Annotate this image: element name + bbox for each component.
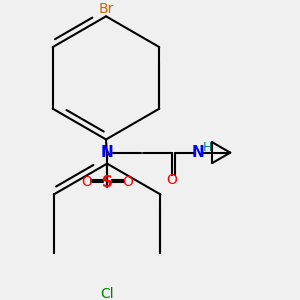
- Text: Br: Br: [98, 2, 114, 16]
- Text: S: S: [102, 175, 112, 190]
- Text: N: N: [101, 145, 113, 160]
- Text: N: N: [192, 145, 205, 160]
- Text: H: H: [202, 141, 212, 154]
- Text: O: O: [81, 175, 92, 189]
- Text: Cl: Cl: [100, 287, 114, 300]
- Text: O: O: [167, 173, 177, 187]
- Text: O: O: [123, 175, 134, 189]
